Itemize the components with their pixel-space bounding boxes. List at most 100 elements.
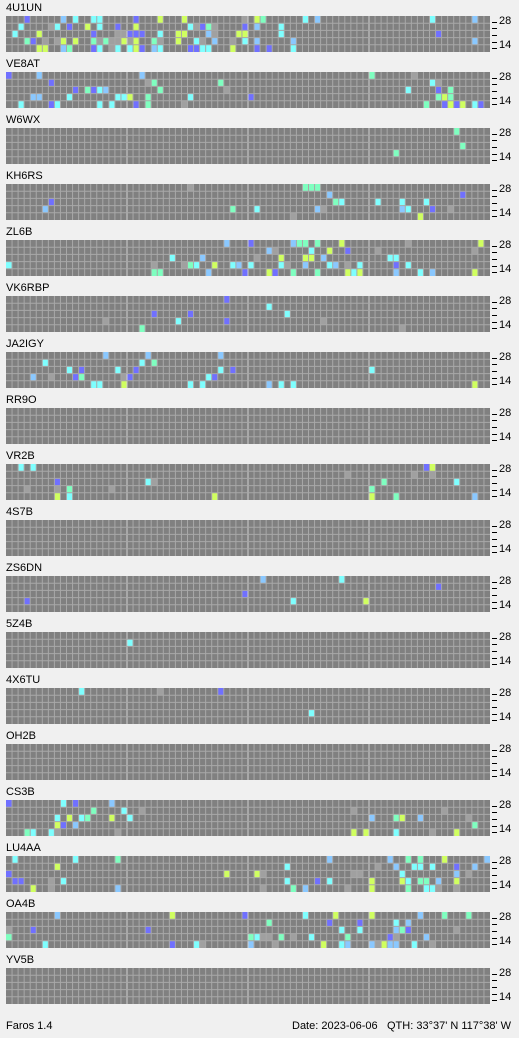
signal-cell (42, 205, 49, 213)
signal-cell (54, 23, 61, 31)
signal-cell (139, 807, 146, 815)
beacon-callsign: RR9O (6, 394, 37, 406)
band-scale: 28 14 (492, 182, 519, 224)
scale-bottom-label: 14 (499, 935, 512, 947)
beacon-panel: JA2IGY 28 14 (0, 336, 519, 392)
scale-top-label: 28 (499, 15, 512, 27)
status-date: Date: 2023-06-06 (292, 1020, 378, 1032)
scale-tick (492, 490, 497, 491)
signal-cell (471, 100, 478, 108)
signal-cell (211, 30, 218, 38)
signal-cell (326, 877, 333, 885)
signal-cell (459, 142, 466, 150)
signal-cell (241, 16, 248, 24)
scale-tick (492, 826, 497, 827)
signal-cell (308, 709, 315, 717)
signal-cell (96, 86, 103, 94)
signal-cell (54, 821, 61, 829)
signal-cell (417, 212, 424, 220)
signal-cell (435, 30, 442, 38)
scale-tick (492, 588, 497, 589)
signal-cell (405, 877, 412, 885)
signal-cell (151, 37, 158, 45)
scale-tick (492, 302, 497, 303)
signal-cell (429, 471, 436, 479)
signal-cell (387, 254, 394, 262)
signal-cell (387, 933, 394, 941)
scale-tick (492, 420, 497, 421)
signal-cell (36, 72, 43, 80)
signal-cell (66, 93, 73, 101)
signal-cell (356, 926, 363, 934)
signal-grid-svg (6, 240, 490, 276)
signal-cell (157, 37, 164, 45)
signal-cell (60, 800, 67, 808)
scale-top-label: 28 (499, 743, 512, 755)
signal-cell (260, 933, 267, 941)
signal-cell (314, 205, 321, 213)
scale-bottom-label: 14 (499, 431, 512, 443)
signal-cell (369, 877, 376, 885)
signal-cell (254, 16, 261, 24)
scale-tick (492, 980, 497, 981)
scale-tick (492, 434, 497, 435)
signal-cell (181, 261, 188, 269)
signal-cell (66, 485, 73, 493)
signal-cell (314, 184, 321, 192)
signal-grid (6, 520, 490, 556)
signal-cell (441, 912, 448, 920)
signal-cell (139, 30, 146, 38)
signal-cell (84, 814, 91, 822)
signal-cell (60, 44, 67, 52)
scale-tick (492, 427, 497, 428)
scale-tick (492, 944, 497, 945)
signal-cell (54, 814, 61, 822)
scale-tick (492, 98, 497, 99)
signal-cell (157, 30, 164, 38)
scale-tick (492, 882, 497, 883)
signal-cell (471, 863, 478, 871)
beacon-panel: 4S7B 28 14 (0, 504, 519, 560)
signal-cell (187, 44, 194, 52)
signal-cell (350, 807, 357, 815)
scale-tick (492, 974, 497, 975)
signal-cell (447, 100, 454, 108)
signal-cell (369, 485, 376, 493)
scale-tick (492, 78, 497, 79)
beacon-panel: CS3B 28 14 (0, 784, 519, 840)
scale-tick (492, 924, 497, 925)
signal-cell (338, 576, 345, 584)
signal-cell (399, 926, 406, 934)
scale-tick (492, 812, 497, 813)
signal-cell (120, 807, 127, 815)
signal-grid (6, 800, 490, 836)
scale-tick (492, 364, 497, 365)
signal-cell (12, 30, 19, 38)
beacon-panel: VE8AT 28 14 (0, 56, 519, 112)
scale-tick (492, 862, 497, 863)
signal-cell (314, 877, 321, 885)
signal-cell (66, 492, 73, 500)
signal-cell (24, 485, 31, 493)
signal-cell (344, 261, 351, 269)
signal-cell (266, 933, 273, 941)
scale-tick (492, 483, 497, 484)
signal-cell (114, 828, 121, 836)
signal-grid-svg (6, 408, 490, 444)
signal-cell (193, 23, 200, 31)
scale-tick (492, 378, 497, 379)
signal-cell (453, 926, 460, 934)
signal-cell (393, 149, 400, 157)
signal-cell (229, 37, 236, 45)
signal-cell (30, 828, 37, 836)
signal-cell (417, 912, 424, 920)
scale-tick (492, 700, 497, 701)
signal-cell (248, 940, 255, 948)
signal-cell (338, 926, 345, 934)
scale-top-label: 28 (499, 575, 512, 587)
signal-cell (393, 828, 400, 836)
signal-cell (344, 933, 351, 941)
signal-cell (133, 100, 140, 108)
band-scale: 28 14 (492, 686, 519, 728)
signal-cell (127, 44, 134, 52)
